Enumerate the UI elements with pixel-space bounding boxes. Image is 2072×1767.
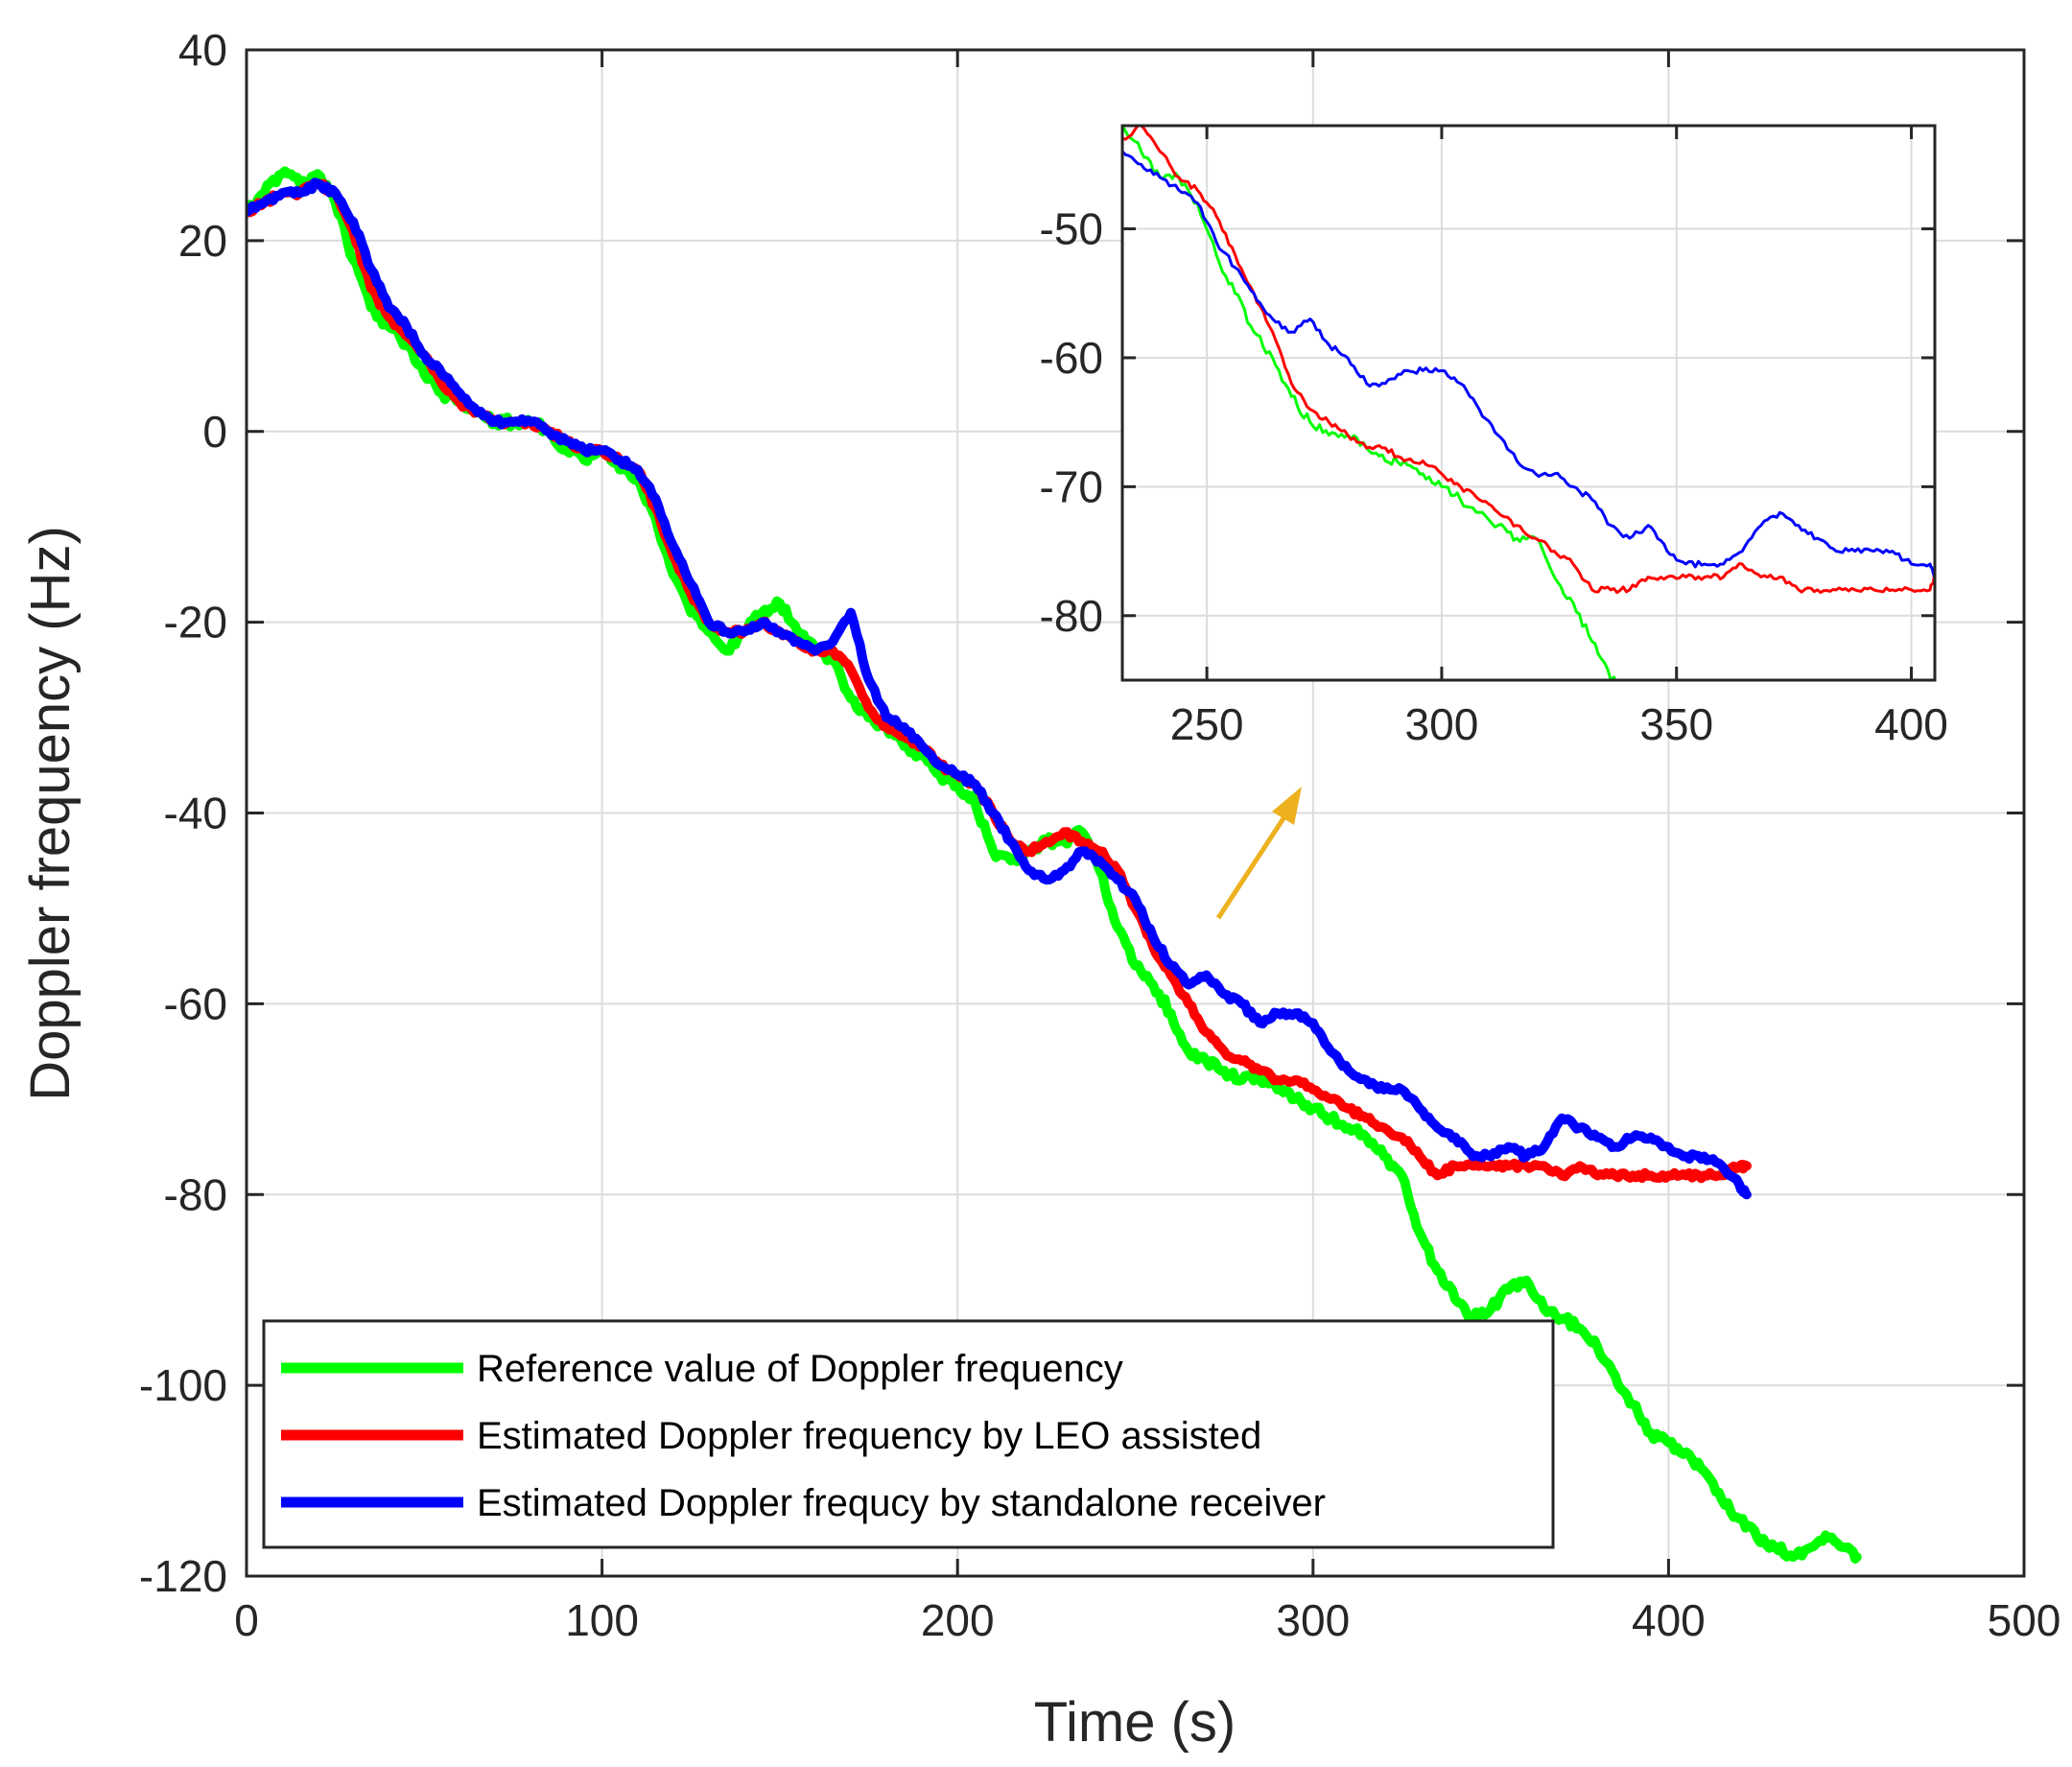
- zoom-arrow-shaft: [1215, 813, 1288, 920]
- main-x-tick-label: 200: [921, 1595, 995, 1645]
- main-y-tick-label: -40: [164, 789, 227, 838]
- main-x-tick-labels: 0 100 200 300 400 500: [234, 1595, 2060, 1645]
- main-y-tick-labels: 40 20 0 -20 -40 -60 -80 -100 -120: [139, 25, 227, 1601]
- main-x-tick-label: 0: [234, 1595, 259, 1645]
- inset-y-tick-label: -70: [1040, 461, 1103, 511]
- zoom-arrow: [1215, 787, 1302, 920]
- main-series-group: [247, 166, 1862, 1564]
- inset-series-standalone: [1122, 150, 1935, 578]
- legend-label-leo: Estimated Doppler frequency by LEO assis…: [477, 1415, 1261, 1457]
- inset-x-tick-label: 400: [1874, 699, 1948, 749]
- inset-series-group: [1122, 126, 1935, 680]
- main-y-tick-label: -120: [139, 1551, 227, 1601]
- inset-grid: [1122, 126, 1935, 680]
- main-x-tick-label: 400: [1632, 1595, 1706, 1645]
- inset-y-tick-label: -50: [1040, 204, 1103, 254]
- inset-background: [1122, 126, 1935, 680]
- inset-y-tick-label: -80: [1040, 591, 1103, 641]
- inset-x-tick-labels: 250 300 350 400: [1170, 699, 1948, 749]
- main-ticks: [245, 48, 2026, 1578]
- inset-x-tick-label: 350: [1639, 699, 1713, 749]
- main-x-tick-label: 300: [1276, 1595, 1350, 1645]
- legend-label-standalone: Estimated Doppler frequcy by standalone …: [477, 1482, 1326, 1524]
- main-y-tick-label: 40: [178, 25, 227, 75]
- main-y-tick-label: -60: [164, 978, 227, 1028]
- legend: Reference value of Doppler frequency Est…: [262, 1319, 1555, 1549]
- inset-plot-frame: [1120, 124, 1937, 682]
- zoom-arrow-head: [1272, 787, 1302, 825]
- inset-y-tick-labels: -50 -60 -70 -80: [1040, 204, 1103, 641]
- inset-x-tick-label: 300: [1405, 699, 1479, 749]
- legend-box: [262, 1319, 1555, 1549]
- x-axis-label: Time (s): [1034, 1691, 1236, 1754]
- y-axis-label: Doppler frequency (Hz): [19, 526, 82, 1101]
- legend-label-reference: Reference value of Doppler frequency: [477, 1348, 1123, 1390]
- inset-x-tick-label: 250: [1170, 699, 1244, 749]
- main-series-standalone: [247, 177, 1752, 1200]
- main-y-tick-label: -80: [164, 1169, 227, 1219]
- inset-y-tick-label: -60: [1040, 333, 1103, 383]
- inset-ticks: [1122, 126, 1935, 680]
- main-y-tick-label: -20: [164, 598, 227, 648]
- main-x-tick-label: 100: [565, 1595, 639, 1645]
- main-y-tick-label: -100: [139, 1360, 227, 1410]
- inset-series-reference: [1122, 126, 1622, 680]
- main-y-tick-label: 20: [178, 216, 227, 266]
- main-x-tick-label: 500: [1988, 1595, 2061, 1645]
- main-y-tick-label: 0: [202, 407, 227, 457]
